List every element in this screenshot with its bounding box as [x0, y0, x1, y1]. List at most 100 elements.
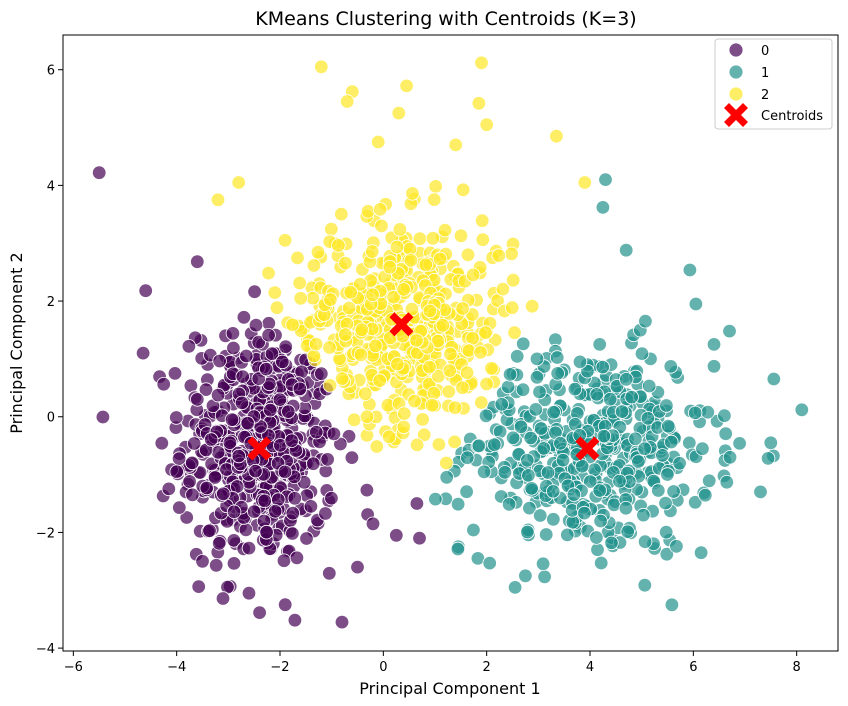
- point-cluster-0: [169, 464, 184, 479]
- point-cluster-1: [682, 435, 697, 451]
- point-cluster-2: [427, 192, 442, 207]
- point-cluster-1: [566, 487, 582, 502]
- point-cluster-1: [439, 470, 454, 485]
- axes-layer: −6 −4 −2 0 2 4 6 8 −4 −2 0 2 4 6: [36, 64, 801, 675]
- point-cluster-1: [640, 411, 656, 426]
- point-cluster-2: [431, 369, 446, 384]
- point-cluster-2: [323, 292, 338, 307]
- point-cluster-0: [259, 525, 274, 540]
- point-cluster-1: [596, 428, 612, 444]
- point-cluster-1: [546, 484, 561, 499]
- point-cluster-1: [524, 481, 539, 496]
- legend-label-1: 1: [761, 66, 769, 81]
- point-cluster-1: [666, 484, 681, 499]
- y-axis-label: Principal Component 2: [7, 252, 26, 433]
- chart-title: KMeans Clustering with Centroids (K=3): [255, 8, 636, 30]
- point-cluster-2: [386, 289, 401, 305]
- point-cluster-2: [310, 244, 326, 260]
- point-cluster-1: [595, 359, 610, 375]
- point-cluster-2: [422, 303, 438, 319]
- point-cluster-2: [341, 300, 357, 316]
- point-cluster-2: [403, 253, 419, 268]
- point-cluster-1: [664, 434, 679, 450]
- point-cluster-2: [478, 325, 493, 340]
- point-cluster-2: [495, 281, 511, 297]
- point-cluster-2: [443, 346, 458, 362]
- point-cluster-1: [500, 379, 516, 395]
- point-cluster-0: [344, 450, 360, 465]
- point-cluster-0: [156, 377, 171, 392]
- x-tick-label: 4: [586, 660, 594, 675]
- point-cluster-1: [505, 430, 521, 446]
- point-cluster-0: [277, 464, 293, 480]
- points-layer: [91, 55, 810, 630]
- point-cluster-0: [171, 451, 187, 466]
- point-cluster-1: [428, 491, 443, 507]
- y-tick-label: −4: [36, 642, 55, 657]
- point-cluster-0: [314, 366, 329, 381]
- point-cluster-1: [529, 351, 545, 367]
- point-cluster-2: [267, 285, 283, 300]
- point-cluster-2: [368, 338, 383, 354]
- point-cluster-0: [202, 523, 217, 538]
- point-cluster-1: [478, 408, 494, 424]
- point-cluster-1: [592, 483, 607, 498]
- point-cluster-0: [210, 445, 226, 460]
- point-cluster-2: [335, 371, 350, 386]
- point-cluster-1: [688, 405, 703, 421]
- point-cluster-1: [658, 495, 673, 511]
- point-cluster-0: [211, 536, 227, 551]
- point-cluster-2: [290, 250, 305, 266]
- point-cluster-0: [181, 339, 197, 354]
- point-cluster-0: [285, 526, 300, 541]
- point-cluster-1: [760, 451, 776, 466]
- plot-frame: [62, 34, 839, 652]
- point-cluster-2: [479, 117, 494, 132]
- point-cluster-2: [397, 406, 412, 421]
- point-cluster-2: [396, 419, 412, 435]
- point-cluster-1: [663, 359, 679, 374]
- point-cluster-1: [540, 465, 556, 480]
- point-cluster-1: [520, 453, 535, 468]
- point-cluster-1: [502, 367, 518, 382]
- point-cluster-0: [138, 283, 153, 298]
- point-cluster-0: [251, 335, 266, 350]
- point-cluster-1: [763, 435, 779, 451]
- point-cluster-0: [365, 516, 381, 532]
- point-cluster-0: [226, 340, 241, 356]
- point-cluster-1: [567, 381, 583, 397]
- point-cluster-1: [497, 465, 513, 480]
- point-cluster-0: [241, 586, 257, 601]
- point-cluster-1: [550, 366, 565, 381]
- point-cluster-2: [453, 228, 469, 244]
- point-cluster-0: [252, 605, 267, 620]
- point-cluster-0: [190, 392, 205, 407]
- point-cluster-2: [306, 348, 322, 364]
- point-cluster-2: [358, 386, 373, 401]
- point-cluster-1: [594, 555, 609, 571]
- point-cluster-1: [794, 402, 810, 418]
- point-cluster-1: [553, 436, 568, 451]
- point-cluster-2: [447, 400, 463, 415]
- point-cluster-0: [203, 432, 219, 447]
- point-cluster-2: [314, 59, 329, 75]
- point-cluster-1: [450, 497, 466, 512]
- point-cluster-2: [334, 206, 349, 222]
- x-tick-label: 6: [689, 660, 697, 675]
- point-cluster-1: [560, 527, 575, 543]
- point-cluster-2: [418, 257, 434, 273]
- point-cluster-2: [343, 285, 358, 300]
- point-cluster-2: [474, 55, 489, 71]
- point-cluster-2: [322, 378, 338, 393]
- point-cluster-1: [492, 424, 508, 439]
- point-cluster-2: [479, 376, 494, 392]
- point-cluster-1: [636, 507, 651, 523]
- point-cluster-1: [642, 378, 657, 394]
- x-tick-label: 8: [793, 660, 801, 675]
- point-cluster-2: [441, 384, 457, 399]
- point-cluster-2: [426, 386, 442, 401]
- point-cluster-0: [259, 361, 274, 377]
- point-cluster-1: [717, 408, 732, 423]
- point-cluster-1: [539, 527, 554, 542]
- point-cluster-0: [179, 510, 194, 525]
